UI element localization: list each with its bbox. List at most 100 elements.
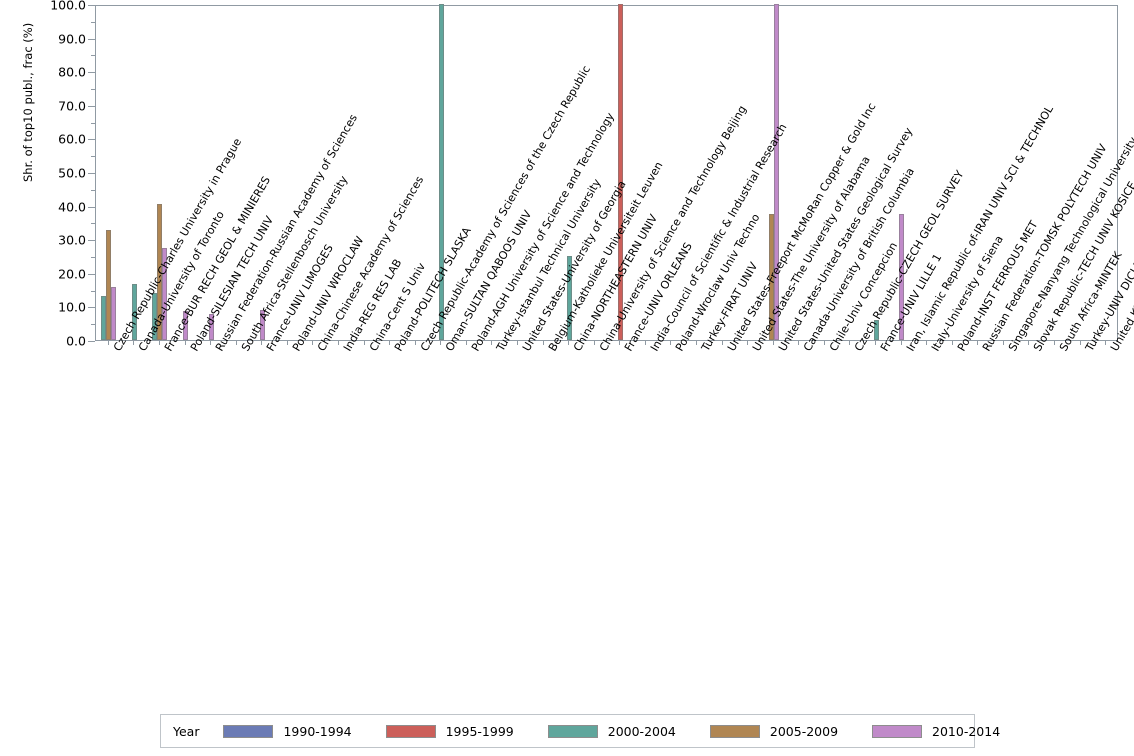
- y-tick-major: [88, 206, 95, 208]
- legend-entry[interactable]: 2010-2014: [872, 724, 1000, 739]
- y-tick-label: 50.0: [58, 165, 86, 181]
- x-tick: [926, 341, 928, 345]
- x-tick: [1054, 341, 1056, 345]
- legend-label: 2005-2009: [769, 723, 839, 739]
- legend-entry[interactable]: 1995-1999: [385, 723, 514, 739]
- x-tick: [644, 341, 646, 345]
- legend-entry[interactable]: 2000-2004: [547, 723, 676, 739]
- legend-swatch: [872, 724, 923, 738]
- x-tick: [849, 341, 851, 345]
- y-tick-minor: [91, 122, 95, 124]
- legend-label: 1995-1999: [445, 723, 514, 739]
- legend-swatch: [709, 724, 760, 738]
- y-tick-minor: [91, 55, 95, 57]
- bar: [152, 292, 158, 340]
- x-tick: [491, 341, 493, 345]
- bar: [208, 314, 214, 340]
- legend-swatch: [385, 724, 436, 738]
- bar: [566, 256, 572, 340]
- bar: [438, 4, 444, 340]
- x-tick: [977, 341, 979, 345]
- y-tick-label: 40.0: [58, 199, 86, 215]
- y-tick-major: [88, 72, 95, 74]
- bar: [183, 311, 188, 340]
- bar: [768, 214, 774, 340]
- x-tick: [516, 341, 518, 345]
- y-tick-label: 70.0: [58, 98, 86, 114]
- y-tick-minor: [91, 257, 95, 258]
- legend-label: 2000-2004: [607, 723, 676, 739]
- bar: [106, 230, 112, 340]
- x-tick: [158, 341, 160, 345]
- legend-entry-list: 1990-1994 1995-1999 2000-2004 2005-2009 2010…: [223, 724, 1034, 739]
- x-tick: [363, 341, 365, 345]
- x-tick: [619, 341, 621, 345]
- x-tick: [951, 341, 953, 345]
- y-tick-label: 20.0: [58, 266, 86, 282]
- x-tick: [107, 341, 109, 345]
- y-tick-minor: [91, 223, 95, 225]
- x-tick: [389, 341, 391, 345]
- y-tick-label: 90.0: [58, 31, 86, 47]
- x-tick: [721, 341, 723, 345]
- plot-area: [95, 4, 1118, 341]
- legend-swatch: [223, 724, 274, 738]
- y-tick-major: [88, 341, 95, 342]
- y-tick-major: [88, 307, 95, 309]
- bar: [773, 4, 779, 340]
- x-tick: [696, 341, 697, 345]
- x-tick: [184, 341, 186, 345]
- x-tick: [440, 341, 442, 345]
- x-tick: [1079, 341, 1081, 345]
- y-tick-label: 60.0: [58, 131, 86, 147]
- y-tick-label: 10.0: [58, 299, 86, 315]
- x-tick: [900, 341, 902, 345]
- bar: [873, 319, 879, 340]
- x-tick: [747, 341, 749, 345]
- y-tick-minor: [91, 89, 95, 90]
- x-tick: [823, 341, 825, 345]
- x-tick: [670, 341, 672, 345]
- bar: [617, 4, 623, 340]
- legend: Year 1990-1994 1995-1999 2000-2004 2005-200…: [160, 714, 1000, 748]
- x-tick: [1002, 341, 1004, 345]
- x-tick: [772, 341, 774, 345]
- y-tick-major: [88, 105, 95, 107]
- y-tick-minor: [91, 324, 95, 326]
- bar: [131, 283, 137, 340]
- bar: [157, 203, 163, 340]
- x-tick: [1105, 341, 1107, 345]
- y-tick-label: 0.0: [66, 333, 86, 349]
- x-tick: [210, 341, 212, 345]
- x-tick: [133, 341, 135, 345]
- y-tick-label: 30.0: [58, 232, 86, 248]
- y-tick-label: 100.0: [50, 0, 86, 13]
- bar: [899, 214, 905, 340]
- legend-swatch: [547, 724, 598, 738]
- legend-label: 1990-1994: [283, 723, 352, 739]
- x-tick: [465, 341, 467, 345]
- legend-entry[interactable]: 2005-2009: [709, 723, 839, 739]
- x-tick: [286, 341, 288, 345]
- legend-title: Year: [173, 723, 200, 739]
- bar: [162, 248, 168, 340]
- x-tick: [593, 341, 595, 345]
- bar: [101, 295, 107, 340]
- y-tick-minor: [91, 290, 95, 292]
- y-tick-major: [88, 139, 95, 141]
- y-tick-major: [88, 240, 95, 242]
- y-tick-label: 80.0: [58, 64, 86, 80]
- x-tick: [261, 341, 263, 345]
- y-tick-major: [88, 38, 95, 40]
- x-tick: [414, 341, 416, 345]
- x-tick: [568, 341, 570, 345]
- x-tick: [875, 341, 877, 345]
- legend-entry[interactable]: 1990-1994: [223, 723, 352, 739]
- y-tick-major: [88, 5, 95, 6]
- y-tick-minor: [91, 156, 95, 158]
- x-tick: [798, 341, 800, 345]
- x-tick: [542, 341, 544, 345]
- x-tick: [235, 341, 237, 345]
- x-tick: [312, 341, 314, 345]
